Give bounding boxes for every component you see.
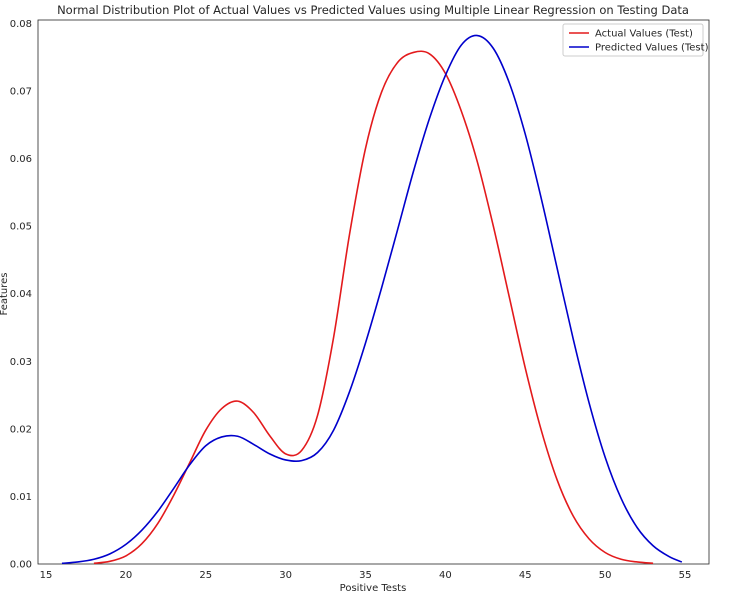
- x-tick-label: 25: [199, 570, 212, 581]
- x-tick-label: 30: [279, 570, 292, 581]
- y-tick-label: 0.08: [10, 19, 32, 30]
- y-tick-label: 0.06: [10, 154, 32, 165]
- x-tick-label: 15: [40, 570, 53, 581]
- x-tick-label: 35: [359, 570, 372, 581]
- y-tick-label: 0.03: [10, 357, 32, 368]
- legend-frame: [562, 23, 704, 57]
- actual-values-curve: [93, 50, 654, 565]
- plot-frame: [37, 19, 710, 565]
- y-tick-label: 0.02: [10, 424, 32, 435]
- curves-group: [61, 34, 683, 565]
- legend-label-predicted: Predicted Values (Test): [595, 43, 709, 54]
- x-axis-title: Positive Tests: [340, 583, 407, 594]
- y-tick-label: 0.01: [10, 492, 32, 503]
- x-axis-ticks: 15 20 25 30 35 40 45 50 55: [40, 570, 692, 581]
- x-tick-label: 20: [120, 570, 133, 581]
- y-tick-label: 0.07: [10, 86, 32, 97]
- plot-area: [37, 19, 710, 565]
- y-tick-label: 0.04: [10, 289, 32, 300]
- chart-title: Normal Distribution Plot of Actual Value…: [57, 3, 689, 17]
- x-tick-label: 40: [439, 570, 452, 581]
- x-tick-label: 55: [679, 570, 692, 581]
- x-tick-label: 50: [599, 570, 612, 581]
- y-axis-ticks: 0.00 0.01 0.02 0.03 0.04 0.05 0.06 0.07 0.08: [10, 19, 32, 571]
- legend: Actual Values (Test) Predicted Values (T…: [562, 23, 709, 57]
- y-tick-label: 0.00: [10, 560, 32, 571]
- predicted-values-curve: [61, 34, 683, 565]
- x-tick-label: 45: [519, 570, 532, 581]
- y-tick-label: 0.05: [10, 222, 32, 233]
- y-axis-title: Features: [0, 273, 10, 316]
- legend-label-actual: Actual Values (Test): [595, 29, 693, 40]
